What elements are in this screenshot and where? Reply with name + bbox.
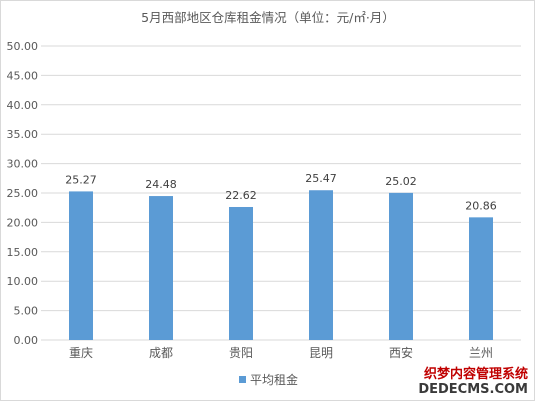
watermark-logo-subtext: DEDECMS.COM bbox=[418, 382, 528, 397]
y-tick-label: 0.00 bbox=[14, 334, 39, 347]
y-tick-label: 25.00 bbox=[7, 187, 39, 200]
bar bbox=[229, 206, 253, 340]
legend-swatch bbox=[239, 376, 246, 383]
y-tick-label: 10.00 bbox=[7, 275, 39, 288]
y-tick-label: 15.00 bbox=[7, 246, 39, 259]
watermark-logo-text: 织梦内容管理系统 bbox=[423, 367, 528, 382]
bar bbox=[69, 191, 93, 340]
y-tick-label: 45.00 bbox=[7, 69, 39, 82]
x-tick-label: 重庆 bbox=[69, 346, 93, 360]
y-tick-label: 40.00 bbox=[7, 99, 39, 112]
legend-label: 平均租金 bbox=[250, 372, 298, 387]
x-tick-label: 成都 bbox=[149, 346, 173, 360]
bar bbox=[389, 192, 413, 340]
data-label: 24.48 bbox=[145, 178, 177, 191]
data-label: 20.86 bbox=[465, 199, 497, 212]
y-tick-label: 50.00 bbox=[7, 40, 39, 53]
x-tick-label: 贵阳 bbox=[229, 346, 253, 360]
y-tick-label: 20.00 bbox=[7, 216, 39, 229]
y-tick-label: 30.00 bbox=[7, 158, 39, 171]
data-label: 22.62 bbox=[225, 189, 257, 202]
bar bbox=[309, 190, 333, 340]
bar bbox=[149, 196, 173, 340]
chart-title: 5月西部地区仓库租金情况（单位：元/㎡·月） bbox=[141, 10, 395, 25]
data-label: 25.47 bbox=[305, 172, 337, 185]
bar bbox=[469, 217, 493, 340]
data-label: 25.02 bbox=[385, 175, 417, 188]
y-tick-label: 35.00 bbox=[7, 128, 39, 141]
data-label: 25.27 bbox=[65, 173, 97, 186]
x-tick-label: 西安 bbox=[389, 345, 413, 360]
x-tick-label: 兰州 bbox=[469, 346, 493, 360]
x-tick-label: 昆明 bbox=[309, 346, 333, 360]
y-tick-label: 5.00 bbox=[14, 305, 39, 318]
